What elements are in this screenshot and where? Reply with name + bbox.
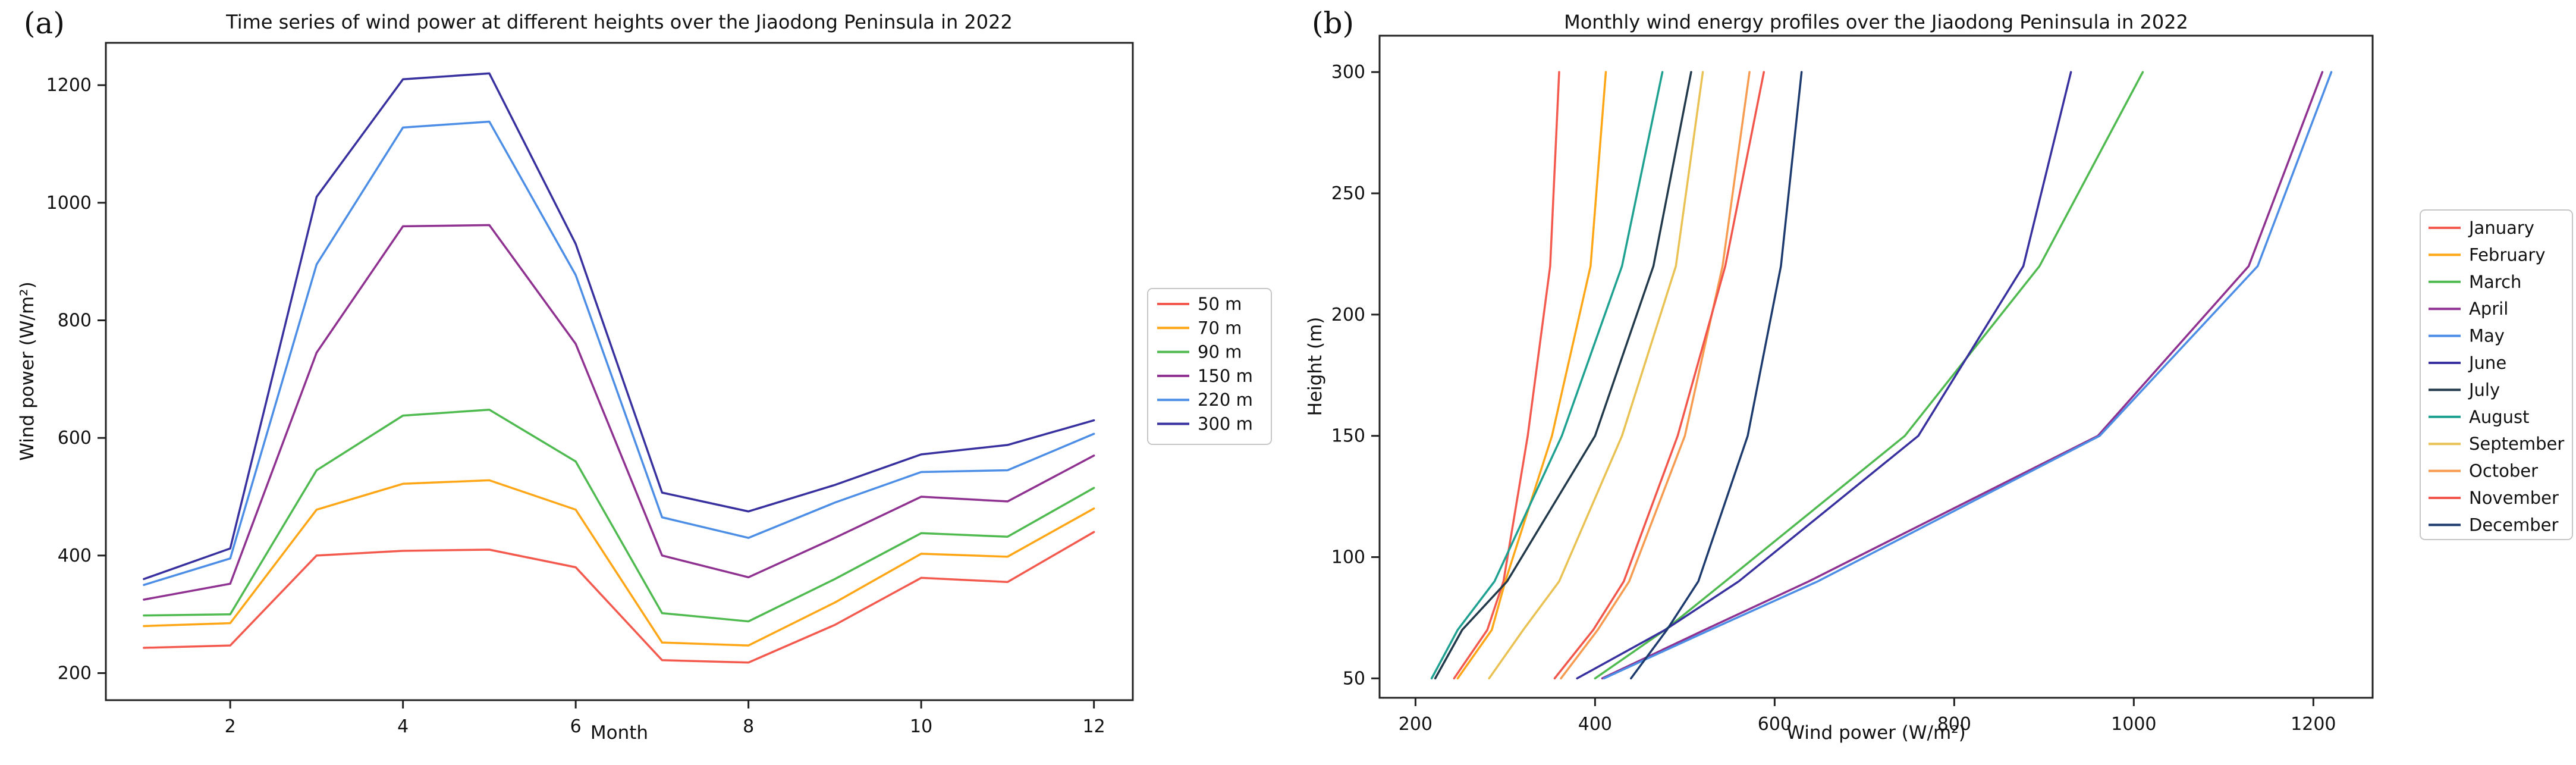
- legend-label: April: [2469, 299, 2508, 319]
- legend-label: February: [2469, 244, 2546, 265]
- x-tick-label: 4: [397, 716, 409, 737]
- y-tick-label: 1200: [46, 75, 92, 96]
- legend-label: September: [2469, 434, 2564, 454]
- y-tick-label: 1000: [46, 193, 92, 214]
- series-line-june: [1576, 71, 2072, 680]
- y-tick-label: 600: [58, 428, 92, 449]
- legend-label: October: [2469, 461, 2538, 481]
- x-tick-label: 8: [743, 716, 754, 737]
- legend-label: January: [2468, 218, 2534, 238]
- series-line-april: [1601, 71, 2324, 680]
- chart-b-plot: 200 400 600 800 1000 1200 50 100 150 200 250 300 Jan…: [1331, 35, 2573, 735]
- y-tick-label: 50: [1343, 668, 1365, 689]
- plot-border: [105, 42, 1134, 701]
- y-tick-label: 250: [1331, 183, 1365, 204]
- chart-b-xlabel: Wind power (W/m²): [1786, 722, 1966, 744]
- series-line-may: [1603, 71, 2333, 680]
- legend-label: May: [2469, 326, 2505, 346]
- x-tick-label: 2: [225, 716, 236, 737]
- chart-b-title: Monthly wind energy profiles over the Ji…: [1564, 11, 2188, 33]
- series-line-150-m: [143, 224, 1095, 601]
- y-tick-label: 150: [1331, 426, 1365, 447]
- legend-label: 220 m: [1198, 390, 1253, 410]
- x-tick-label: 600: [1758, 714, 1792, 735]
- legend-label: 300 m: [1198, 414, 1253, 434]
- legend-label: August: [2469, 407, 2530, 427]
- plot-border: [1378, 35, 2374, 699]
- x-tick-label: 6: [570, 716, 582, 737]
- series-line-september: [1488, 71, 1704, 680]
- x-tick-label: 12: [1083, 716, 1105, 737]
- legend-label: 70 m: [1198, 318, 1242, 338]
- series-line-70-m: [143, 479, 1095, 647]
- series-line-300-m: [143, 72, 1095, 581]
- legend-label: 150 m: [1198, 366, 1253, 386]
- series-line-november: [1553, 71, 1765, 680]
- x-tick-label: 200: [1399, 714, 1432, 735]
- series-line-220-m: [143, 120, 1095, 587]
- y-tick-label: 300: [1331, 62, 1365, 83]
- series-line-january: [1453, 71, 1560, 680]
- chart-b-ylabel: Height (m): [1305, 316, 1326, 416]
- x-tick-label: 10: [910, 716, 932, 737]
- series-line-july: [1434, 71, 1692, 680]
- legend-label: July: [2468, 380, 2500, 400]
- chart-a-plot: 2 4 6 8 10 12 200 400 600 800 1000 1200 50 m 70 m 90 m…: [46, 42, 1272, 737]
- y-tick-label: 100: [1331, 547, 1365, 568]
- series-line-october: [1560, 71, 1751, 680]
- series-line-90-m: [143, 408, 1095, 623]
- x-tick-label: 1200: [2291, 714, 2336, 735]
- y-tick-label: 200: [58, 663, 92, 684]
- legend-label: November: [2469, 488, 2559, 508]
- panel-a-label: (a): [24, 6, 65, 40]
- chart-a-xlabel: Month: [590, 722, 649, 744]
- legend-label: March: [2469, 272, 2521, 292]
- x-tick-label: 400: [1578, 714, 1612, 735]
- series-line-march: [1594, 71, 2144, 680]
- chart-a-ylabel: Wind power (W/m²): [17, 281, 38, 461]
- legend-label: 90 m: [1198, 342, 1242, 362]
- y-tick-label: 800: [58, 311, 92, 331]
- legend-label: December: [2469, 515, 2558, 535]
- x-tick-label: 800: [1937, 714, 1971, 735]
- legend-label: June: [2468, 353, 2506, 373]
- y-tick-label: 200: [1331, 305, 1365, 325]
- series-line-december: [1630, 71, 1803, 680]
- chart-a-title: Time series of wind power at different h…: [226, 11, 1013, 33]
- legend-box: [2420, 209, 2573, 540]
- x-tick-label: 1000: [2111, 714, 2156, 735]
- panel-b-label: (b): [1312, 6, 1355, 40]
- y-tick-label: 400: [58, 545, 92, 566]
- series-line-50-m: [143, 531, 1095, 664]
- legend-label: 50 m: [1198, 294, 1242, 314]
- series-line-august: [1430, 71, 1664, 680]
